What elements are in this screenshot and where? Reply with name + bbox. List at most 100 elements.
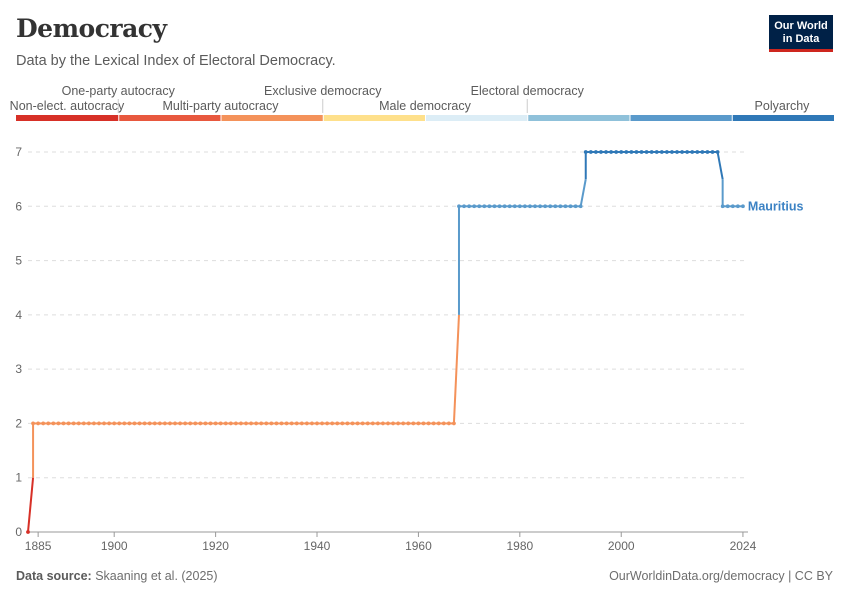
data-point <box>269 421 274 426</box>
data-point <box>26 530 30 534</box>
data-point <box>102 421 106 426</box>
data-point <box>381 421 385 426</box>
data-point <box>487 204 492 209</box>
data-point <box>289 421 294 426</box>
data-point <box>609 150 613 154</box>
y-tick-label: 4 <box>15 308 22 322</box>
data-point <box>457 204 461 209</box>
data-point <box>396 421 401 426</box>
data-point <box>391 421 395 426</box>
data-point <box>360 421 365 426</box>
data-point <box>107 421 112 426</box>
data-point <box>604 150 608 154</box>
data-point <box>41 421 46 426</box>
data-point <box>173 421 177 426</box>
data-point <box>340 421 345 426</box>
data-point <box>614 150 619 154</box>
y-tick-label: 1 <box>15 471 22 485</box>
owid-logo[interactable]: Our World in Data <box>769 15 833 52</box>
data-point <box>325 421 330 426</box>
series-line-segment <box>27 477 35 533</box>
data-point <box>299 421 304 426</box>
data-point <box>127 421 132 426</box>
data-point <box>446 421 451 426</box>
data-point <box>680 150 684 154</box>
data-point <box>304 421 309 426</box>
data-point <box>375 421 380 426</box>
data-point <box>198 421 203 426</box>
data-point <box>644 150 649 154</box>
data-source-link[interactable]: Skaaning et al. (2025) <box>95 569 218 583</box>
data-point <box>492 204 497 209</box>
legend-swatch <box>221 115 323 121</box>
series-line-segment <box>452 314 460 424</box>
x-tick-label: 1980 <box>506 539 533 553</box>
credit-link[interactable]: OurWorldinData.org/democracy | CC BY <box>609 569 833 583</box>
data-point <box>112 421 117 426</box>
data-point <box>122 421 127 426</box>
data-source: Data source: Skaaning et al. (2025) <box>16 569 218 583</box>
data-point <box>168 421 172 426</box>
data-point <box>512 204 517 209</box>
y-tick-label: 7 <box>15 145 22 159</box>
data-point <box>330 421 335 426</box>
data-point <box>213 421 218 426</box>
legend-label: One-party autocracy <box>62 84 176 98</box>
data-point <box>452 421 456 426</box>
legend-swatch <box>426 115 528 121</box>
series-label: Mauritius <box>748 199 804 213</box>
data-point <box>132 421 137 426</box>
data-point <box>685 150 690 154</box>
data-point <box>563 204 568 209</box>
data-point <box>218 421 223 426</box>
data-point <box>634 150 639 154</box>
data-point <box>157 421 162 426</box>
data-point <box>92 421 96 426</box>
y-tick-label: 0 <box>15 525 22 539</box>
data-point <box>477 204 482 209</box>
data-point <box>223 421 228 426</box>
data-point <box>97 421 101 426</box>
legend-swatch <box>630 115 732 121</box>
data-point <box>730 204 735 209</box>
x-tick-label: 1885 <box>25 539 52 553</box>
data-point <box>56 421 61 426</box>
data-point <box>239 421 243 426</box>
logo-line-1: Our World <box>774 20 828 32</box>
legend-label: Multi-party autocracy <box>162 99 279 113</box>
data-point <box>568 204 573 209</box>
data-point <box>137 421 142 426</box>
data-point <box>593 150 598 154</box>
data-point <box>411 421 416 426</box>
data-point <box>208 421 213 426</box>
data-point <box>244 421 248 426</box>
data-point <box>76 421 81 426</box>
data-point <box>700 150 705 154</box>
legend-label: Male democracy <box>379 99 471 113</box>
data-source-label: Data source: <box>16 569 92 583</box>
data-point <box>51 421 56 426</box>
data-point <box>482 204 487 209</box>
logo-line-2: in Data <box>782 33 820 45</box>
data-point <box>203 421 208 426</box>
data-point <box>629 150 634 154</box>
x-tick-label: 1900 <box>101 539 128 553</box>
data-point <box>517 204 522 209</box>
data-point <box>86 421 91 426</box>
data-point <box>365 421 370 426</box>
y-tick-label: 5 <box>15 254 22 268</box>
data-point <box>310 421 314 426</box>
data-point <box>624 150 629 154</box>
y-tick-label: 6 <box>15 199 22 213</box>
data-point <box>654 150 659 154</box>
data-point <box>441 421 446 426</box>
data-point <box>720 204 725 209</box>
data-point <box>431 421 436 426</box>
x-tick-label: 1960 <box>405 539 432 553</box>
data-point <box>71 421 76 426</box>
x-tick-label: 1940 <box>304 539 331 553</box>
data-point <box>725 204 730 209</box>
data-point <box>117 421 122 426</box>
series-line-segment <box>579 178 587 207</box>
